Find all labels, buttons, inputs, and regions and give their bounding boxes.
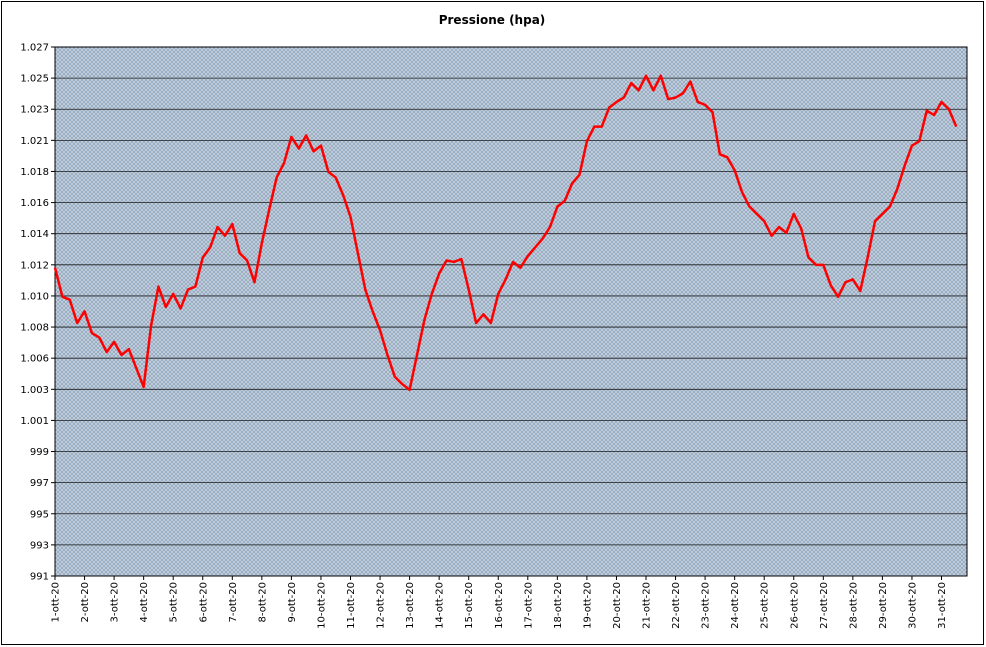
x-tick-label: 11-ott-20 [346, 582, 357, 629]
x-tick-label: 8-ott-20 [257, 582, 268, 622]
x-tick-label: 1-ott-20 [51, 582, 62, 622]
x-tick-label: 12-ott-20 [376, 582, 387, 629]
x-tick-label: 23-ott-20 [701, 582, 712, 629]
y-tick-label: 1.003 [20, 385, 49, 396]
x-tick-label: 17-ott-20 [523, 582, 534, 629]
y-tick-label: 1.012 [20, 260, 49, 271]
x-tick-label: 4-ott-20 [139, 582, 150, 622]
x-tick-label: 31-ott-20 [937, 582, 948, 629]
x-tick-label: 18-ott-20 [553, 582, 564, 629]
x-tick-label: 19-ott-20 [582, 582, 593, 629]
y-tick-label: 1.006 [20, 354, 49, 365]
x-tick-label: 15-ott-20 [464, 582, 475, 629]
x-tick-label: 26-ott-20 [789, 582, 800, 629]
y-tick-label: 1.027 [20, 43, 49, 54]
x-tick-label: 30-ott-20 [907, 582, 918, 629]
x-tick-label: 27-ott-20 [819, 582, 830, 629]
x-tick-label: 5-ott-20 [169, 582, 180, 622]
plot-border [54, 46, 968, 577]
x-tick-label: 13-ott-20 [405, 582, 416, 629]
x-tick-label: 3-ott-20 [110, 582, 121, 622]
y-tick-label: 1.014 [20, 229, 49, 240]
y-tick-label: 997 [30, 478, 49, 489]
data-line [53, 74, 958, 392]
plot-area [55, 47, 967, 576]
y-tick-label: 1.010 [20, 291, 49, 302]
x-tick-label: 6-ott-20 [198, 582, 209, 622]
y-tick-label: 1.016 [20, 198, 49, 209]
x-tick-label: 21-ott-20 [642, 582, 653, 629]
x-tick-label: 10-ott-20 [316, 582, 327, 629]
x-tick-label: 22-ott-20 [671, 582, 682, 629]
y-tick-label: 995 [30, 509, 49, 520]
y-tick-label: 1.021 [20, 136, 49, 147]
x-tick-label: 14-ott-20 [435, 582, 446, 629]
chart-title: Pressione (hpa) [439, 13, 546, 27]
y-tick-label: 1.008 [20, 323, 49, 334]
x-tick-label: 28-ott-20 [848, 582, 859, 629]
y-tick-label: 993 [30, 540, 49, 551]
y-tick-label: 1.018 [20, 167, 49, 178]
x-tick-label: 24-ott-20 [730, 582, 741, 629]
x-tick-label: 16-ott-20 [494, 582, 505, 629]
x-tick-label: 2-ott-20 [80, 582, 91, 622]
x-tick-label: 25-ott-20 [760, 582, 771, 629]
x-tick-label: 20-ott-20 [612, 582, 623, 629]
y-tick-label: 999 [30, 447, 49, 458]
x-tick-label: 9-ott-20 [287, 582, 298, 622]
x-tick-label: 29-ott-20 [878, 582, 889, 629]
x-tick-label: 7-ott-20 [228, 582, 239, 622]
y-tick-label: 1.025 [20, 74, 49, 85]
y-tick-label: 1.001 [20, 416, 49, 427]
y-tick-label: 991 [30, 572, 49, 583]
y-tick-label: 1.023 [20, 105, 49, 116]
